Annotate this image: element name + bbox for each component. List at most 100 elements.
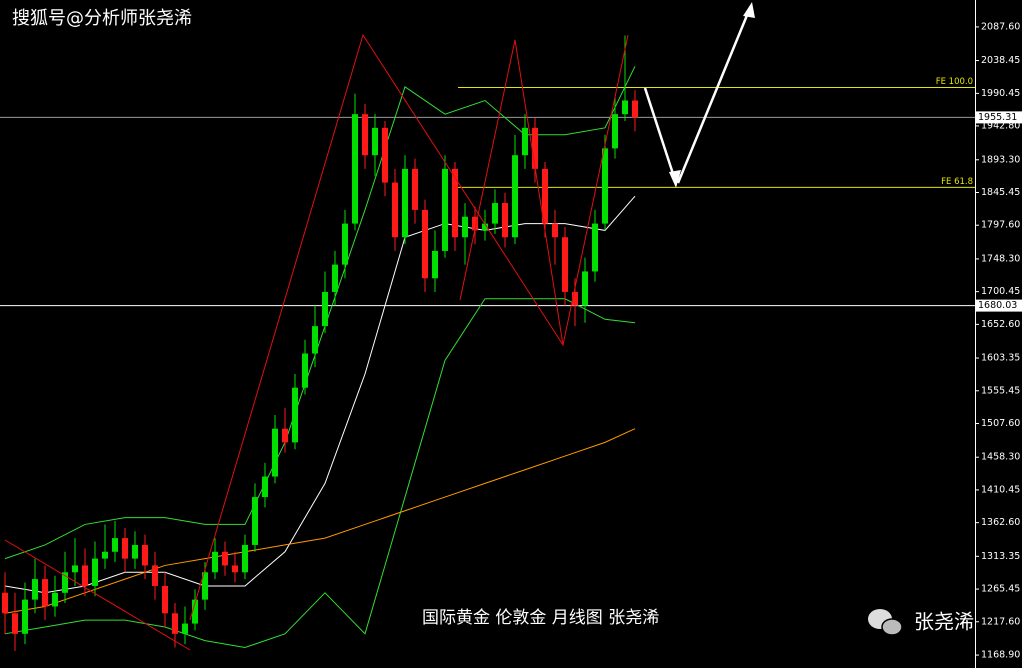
candle-body <box>62 572 68 593</box>
caption: 国际黄金 伦敦金 月线图 张尧浠 <box>422 608 659 628</box>
y-tick-label: 1410.45 <box>981 484 1020 495</box>
candle-body <box>262 476 268 498</box>
y-tick-label: 1555.45 <box>981 385 1020 396</box>
price-box <box>976 299 1022 312</box>
candle-body <box>422 209 428 279</box>
fib-label: FE 100.0 <box>936 77 973 87</box>
candle-body <box>112 538 118 552</box>
arrow-head <box>743 2 755 18</box>
candle-body <box>12 613 18 634</box>
candle-body <box>542 168 548 224</box>
candle-body <box>382 127 388 183</box>
y-tick-label: 1458.30 <box>981 452 1020 463</box>
candle-body <box>632 100 638 118</box>
y-tick-label: 1362.60 <box>981 517 1020 528</box>
y-tick-label: 1845.45 <box>981 187 1020 198</box>
candle-body <box>372 127 378 156</box>
candle-body <box>282 428 288 443</box>
y-tick-label: 1652.60 <box>981 319 1020 330</box>
candle-body <box>172 613 178 634</box>
candle-body <box>252 497 258 545</box>
candle-body <box>22 599 28 634</box>
y-tick-label: 1603.35 <box>981 353 1020 364</box>
candle-body <box>612 114 618 149</box>
arrow <box>676 7 752 184</box>
candle-body <box>352 114 358 224</box>
signature: 张尧浠 <box>914 610 974 634</box>
candle-body <box>182 623 188 634</box>
y-tick-label: 1700.45 <box>981 286 1020 297</box>
candle-body <box>2 592 8 614</box>
candle-body <box>272 428 278 477</box>
candle-body <box>592 223 598 272</box>
candle-body <box>202 572 208 600</box>
candle-body <box>152 565 158 586</box>
candle-body <box>452 168 458 238</box>
zigzag-line <box>4 539 191 651</box>
plot: FE 100.0 FE 61.8 <box>0 35 975 651</box>
candle-body <box>582 271 588 306</box>
candle-body <box>32 579 38 600</box>
candle-body <box>442 168 448 251</box>
candle-body <box>502 203 508 238</box>
candle-body <box>602 148 608 224</box>
y-tick-label: 1942.80 <box>981 120 1020 131</box>
candle-body <box>402 168 408 238</box>
candle-body <box>482 223 488 231</box>
candle-body <box>532 127 538 169</box>
y-tick-label: 2038.45 <box>981 55 1020 66</box>
price-box <box>976 111 1022 124</box>
candle-body <box>42 579 48 607</box>
y-tick-label: 1797.60 <box>981 220 1020 231</box>
candle-body <box>242 544 248 573</box>
arrow <box>643 87 678 184</box>
candle-body <box>392 182 398 238</box>
candle-body <box>92 558 98 586</box>
candle-body <box>462 216 468 238</box>
candle-body <box>102 551 108 559</box>
candle-body <box>142 544 148 566</box>
wechat-icon <box>868 609 903 636</box>
candle-body <box>622 100 628 115</box>
y-tick-label: 1265.45 <box>981 584 1020 595</box>
candle-body <box>492 203 498 224</box>
price-label: 1955.31 <box>978 112 1017 123</box>
candle-body <box>82 565 88 586</box>
candle-body <box>522 127 528 156</box>
candle-body <box>362 114 368 156</box>
y-tick-label: 1990.45 <box>981 88 1020 99</box>
candle-body <box>122 538 128 559</box>
fib-label: FE 61.8 <box>941 177 973 187</box>
candle-body <box>162 585 168 614</box>
price-label: 1680.03 <box>978 300 1017 311</box>
candle-body <box>212 551 218 573</box>
candle-body <box>132 544 138 559</box>
y-tick-label: 1168.90 <box>981 650 1020 661</box>
candle-body <box>512 155 518 238</box>
candle-body <box>72 565 78 573</box>
candle-body <box>342 223 348 265</box>
y-tick-label: 1217.60 <box>981 616 1020 627</box>
candle-body <box>472 216 478 231</box>
candle-body <box>322 291 328 327</box>
candle-body <box>232 565 238 573</box>
indicator-line <box>4 195 636 594</box>
candle-body <box>302 353 308 388</box>
candle-body <box>192 599 198 624</box>
candle-body <box>562 237 568 292</box>
y-tick-label: 1313.35 <box>981 551 1020 562</box>
indicator-line <box>4 428 636 614</box>
candle-body <box>222 551 228 566</box>
candle-body <box>572 291 578 306</box>
candle-body <box>432 250 438 279</box>
y-tick-label: 2087.60 <box>981 21 1020 32</box>
candle-body <box>412 168 418 210</box>
zigzag-line <box>459 39 564 346</box>
candle-body <box>312 326 318 354</box>
zigzag-line <box>189 33 629 621</box>
candle-body <box>332 264 338 292</box>
y-tick-label: 1748.30 <box>981 253 1020 264</box>
candle-body <box>292 387 298 443</box>
